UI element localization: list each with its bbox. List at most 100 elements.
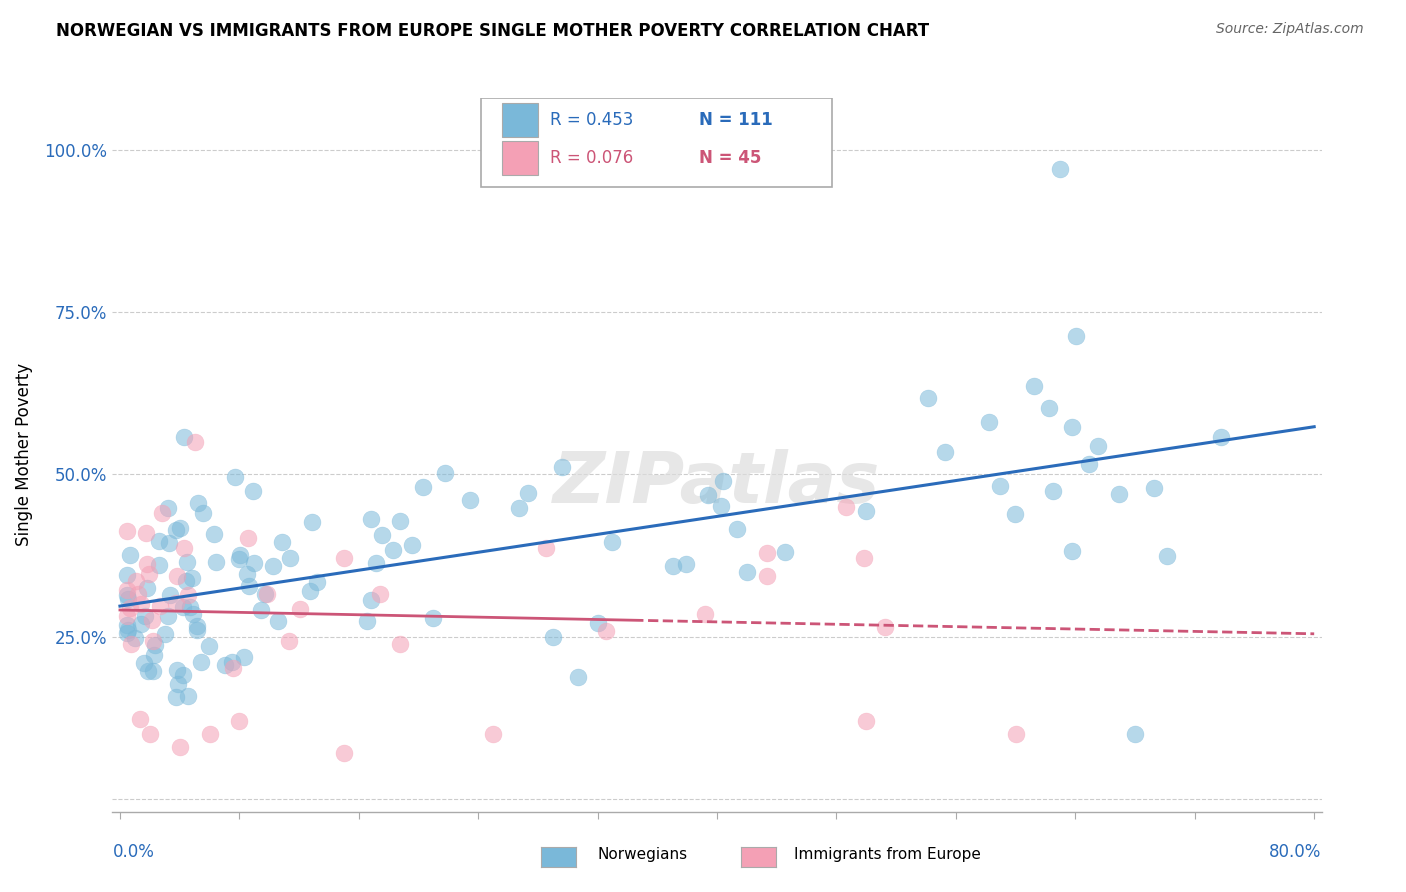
Point [288, 602, 311, 616]
Point [262, 558, 284, 573]
Point [136, 558, 159, 572]
Point [595, 624, 617, 639]
Point [588, 615, 610, 630]
Point [756, 546, 779, 560]
Point [458, 492, 481, 507]
Point [120, 601, 142, 615]
Point [1042, 483, 1064, 498]
Point [1004, 727, 1026, 741]
Point [267, 614, 290, 628]
Point [534, 541, 557, 556]
Point [186, 624, 208, 638]
Point [988, 478, 1011, 492]
Point [675, 558, 697, 572]
Point [1123, 727, 1146, 741]
Point [155, 626, 177, 640]
Point [166, 663, 188, 677]
Point [710, 499, 733, 513]
Point [1060, 420, 1083, 434]
Point [132, 656, 155, 670]
Point [422, 611, 444, 625]
Point [977, 415, 1000, 429]
Point [517, 486, 540, 500]
Point [142, 664, 165, 678]
Point [117, 568, 139, 582]
Point [214, 658, 236, 673]
FancyBboxPatch shape [502, 141, 538, 175]
Text: N = 45: N = 45 [699, 149, 761, 167]
Point [602, 534, 624, 549]
Point [567, 670, 589, 684]
Point [125, 574, 148, 589]
Point [117, 609, 139, 624]
Point [236, 566, 259, 581]
Point [855, 714, 877, 728]
Point [136, 581, 159, 595]
Point [412, 480, 434, 494]
Point [172, 599, 194, 614]
Point [136, 664, 159, 678]
Point [755, 569, 778, 583]
Point [149, 599, 172, 614]
Point [142, 634, 165, 648]
Point [228, 552, 250, 566]
Point [138, 567, 160, 582]
Text: NORWEGIAN VS IMMIGRANTS FROM EUROPE SINGLE MOTHER POVERTY CORRELATION CHART: NORWEGIAN VS IMMIGRANTS FROM EUROPE SING… [56, 22, 929, 40]
Point [145, 638, 167, 652]
Point [229, 548, 252, 562]
Point [366, 556, 388, 570]
Point [177, 689, 200, 703]
Point [117, 592, 139, 607]
Point [434, 466, 457, 480]
Point [139, 727, 162, 741]
Point [233, 650, 256, 665]
Point [124, 631, 146, 645]
Point [142, 648, 165, 663]
Point [278, 551, 301, 566]
Point [333, 747, 356, 761]
Point [224, 469, 246, 483]
Text: N = 111: N = 111 [699, 112, 773, 129]
Point [181, 571, 204, 585]
Point [1038, 401, 1060, 416]
Point [508, 501, 530, 516]
Point [368, 587, 391, 601]
Point [167, 677, 190, 691]
Point [186, 619, 208, 633]
Text: Norwegians: Norwegians [598, 847, 688, 862]
Point [117, 618, 139, 632]
Point [222, 661, 245, 675]
Point [256, 587, 278, 601]
Point [117, 623, 139, 637]
Point [141, 613, 163, 627]
Point [157, 609, 180, 624]
Point [117, 524, 139, 538]
Point [332, 550, 354, 565]
Point [238, 579, 260, 593]
Point [1143, 481, 1166, 495]
Point [934, 445, 956, 459]
Point [148, 533, 170, 548]
Point [711, 474, 734, 488]
Point [1022, 378, 1045, 392]
Point [382, 543, 405, 558]
Text: 0.0%: 0.0% [112, 843, 155, 861]
Point [299, 584, 322, 599]
Point [250, 603, 273, 617]
Point [135, 525, 157, 540]
Point [243, 557, 266, 571]
Point [166, 569, 188, 583]
Point [1004, 507, 1026, 521]
Point [278, 634, 301, 648]
Point [157, 536, 180, 550]
Point [401, 538, 423, 552]
Point [855, 504, 877, 518]
Point [117, 626, 139, 640]
Point [183, 434, 205, 449]
Point [120, 636, 142, 650]
Point [176, 555, 198, 569]
Text: R = 0.076: R = 0.076 [550, 149, 634, 167]
Point [835, 500, 858, 514]
Point [307, 575, 329, 590]
Y-axis label: Single Mother Poverty: Single Mother Poverty [15, 363, 32, 547]
